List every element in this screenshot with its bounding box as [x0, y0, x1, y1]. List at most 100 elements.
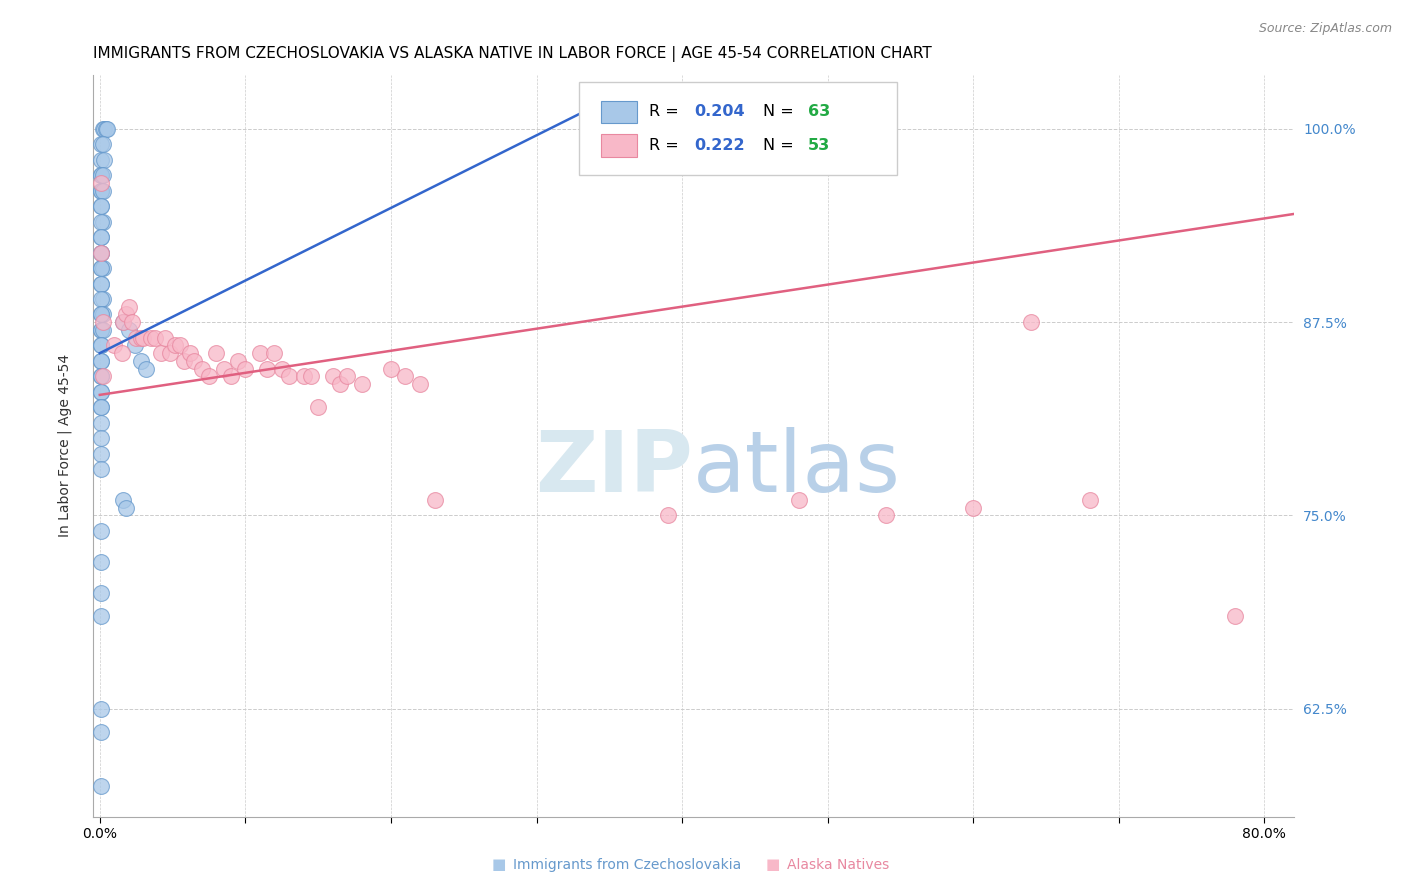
Point: [90, 308, 112, 322]
Point: [226, 354, 249, 368]
Point: [90, 230, 112, 244]
Point: [90, 338, 112, 352]
Point: [90, 261, 112, 276]
Point: [91, 369, 114, 384]
Point: [90, 384, 112, 399]
Point: [90, 323, 112, 337]
Point: [90, 369, 112, 384]
Point: [90, 153, 112, 167]
Point: [380, 361, 402, 376]
Point: [103, 338, 125, 352]
Point: [90, 215, 112, 229]
Point: [118, 300, 141, 314]
Point: [90, 354, 112, 368]
Point: [1225, 609, 1247, 624]
Point: [90, 323, 112, 337]
Point: [91, 323, 114, 337]
Point: [90, 401, 112, 415]
Point: [90, 199, 112, 213]
Text: 0.204: 0.204: [695, 104, 745, 120]
Point: [90, 199, 112, 213]
Point: [121, 315, 143, 329]
FancyBboxPatch shape: [579, 82, 897, 175]
Point: [90, 401, 112, 415]
Text: N =: N =: [762, 104, 799, 120]
Point: [129, 331, 152, 345]
Point: [90, 277, 112, 291]
Point: [205, 346, 228, 360]
Point: [299, 369, 322, 384]
Point: [91, 261, 114, 276]
Point: [90, 245, 112, 260]
Point: [1078, 493, 1101, 508]
Point: [219, 369, 242, 384]
Point: [112, 493, 135, 508]
Point: [90, 169, 112, 183]
Text: atlas: atlas: [693, 426, 901, 509]
Point: [90, 369, 112, 384]
Point: [112, 315, 135, 329]
Point: [90, 354, 112, 368]
Point: [91, 292, 114, 306]
Point: [111, 346, 134, 360]
Text: R =: R =: [648, 104, 683, 120]
Point: [657, 508, 679, 523]
Point: [90, 431, 112, 445]
Point: [256, 361, 278, 376]
Point: [90, 724, 112, 739]
Text: ZIP: ZIP: [536, 426, 693, 509]
Point: [91, 308, 114, 322]
Text: 63: 63: [808, 104, 831, 120]
Point: [91, 184, 114, 198]
Point: [423, 493, 446, 508]
Point: [179, 346, 201, 360]
Point: [90, 524, 112, 538]
Point: [90, 169, 112, 183]
Point: [91, 215, 114, 229]
Point: [183, 354, 205, 368]
Point: [90, 308, 112, 322]
Point: [118, 323, 141, 337]
Point: [173, 354, 195, 368]
Point: [112, 315, 135, 329]
Point: [292, 369, 315, 384]
Point: [96, 122, 118, 136]
Point: [149, 346, 172, 360]
Point: [90, 261, 112, 276]
Point: [90, 609, 112, 624]
Text: N =: N =: [762, 138, 799, 153]
Point: [91, 137, 114, 152]
Point: [91, 169, 114, 183]
Point: [155, 331, 177, 345]
Point: [350, 377, 373, 392]
Point: [132, 331, 155, 345]
Text: Source: ZipAtlas.com: Source: ZipAtlas.com: [1258, 22, 1392, 36]
Point: [90, 137, 112, 152]
Point: [235, 361, 257, 376]
Y-axis label: In Labor Force | Age 45-54: In Labor Force | Age 45-54: [58, 354, 72, 538]
Point: [94, 122, 117, 136]
Point: [90, 176, 112, 190]
Point: [875, 508, 897, 523]
Point: [90, 277, 112, 291]
Point: [329, 377, 352, 392]
Point: [409, 377, 432, 392]
Point: [169, 338, 191, 352]
Point: [307, 401, 329, 415]
Point: [90, 586, 112, 600]
Point: [91, 122, 114, 136]
Point: [90, 184, 112, 198]
Point: [1021, 315, 1043, 329]
Point: [212, 361, 235, 376]
Point: [90, 230, 112, 244]
Text: ■: ■: [492, 857, 506, 872]
Point: [90, 338, 112, 352]
Text: 0.222: 0.222: [695, 138, 745, 153]
Point: [125, 331, 148, 345]
Point: [90, 555, 112, 569]
Point: [90, 462, 112, 476]
Point: [263, 346, 285, 360]
Point: [90, 184, 112, 198]
Point: [159, 346, 181, 360]
Text: Immigrants from Czechoslovakia: Immigrants from Czechoslovakia: [513, 858, 741, 872]
